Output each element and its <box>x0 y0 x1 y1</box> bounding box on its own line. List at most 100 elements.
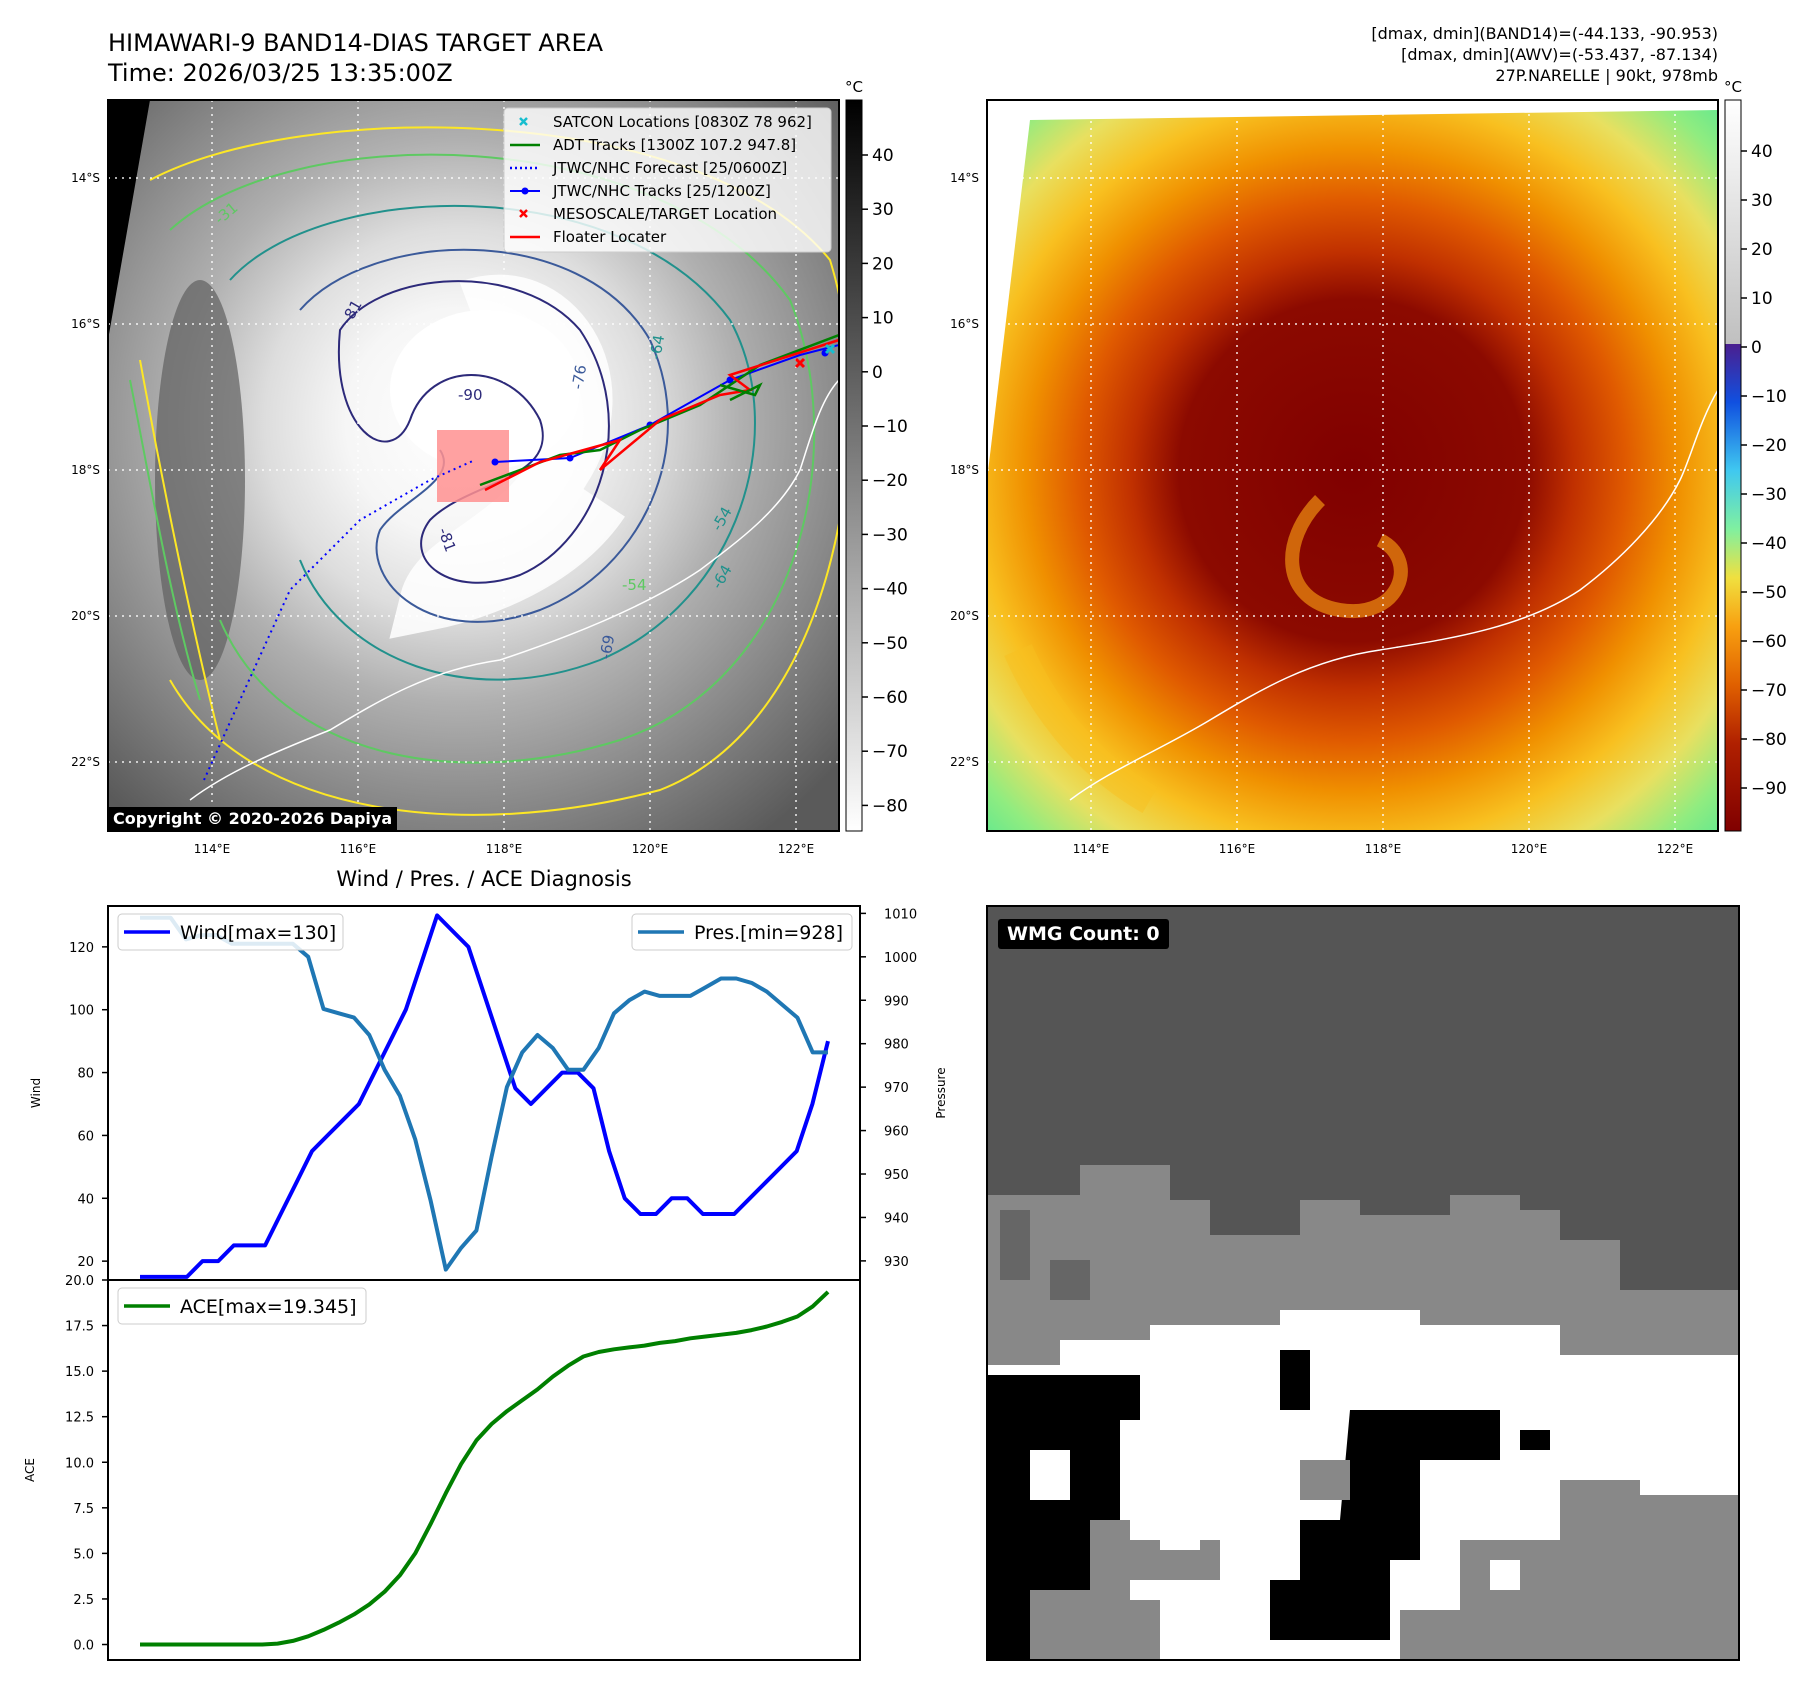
ace-tick-label: 0.0 <box>73 1639 94 1654</box>
map1-axis-labels: 14°S 16°S 18°S 20°S 22°S 114°E 116°E 118… <box>71 171 814 856</box>
colorbar-tick-label: −30 <box>1751 485 1787 505</box>
colorbar-unit: °C <box>1724 78 1742 96</box>
wmg-count-badge: WMG Count: 0 <box>998 919 1169 949</box>
colorbar-unit: °C <box>845 78 863 96</box>
contour-label: -69 <box>596 633 618 660</box>
contour-label: -64 <box>646 333 668 360</box>
colorbar-tick-label: −90 <box>1751 779 1787 799</box>
colorbar-awv: °C 40 30 20 10 0 −10 −20 −30 −40 −50 −60 −70 −80 −90 <box>1724 78 1787 832</box>
colorbar-tick-label: −10 <box>1751 387 1787 407</box>
colorbar-tick-label: 40 <box>872 146 894 166</box>
colorbar-tick-label: −30 <box>872 525 908 545</box>
ace-tick-label: 12.5 <box>65 1411 94 1426</box>
map2-axis-labels: 14°S 16°S 18°S 20°S 22°S 114°E 116°E 118… <box>950 171 1693 856</box>
figure-title: HIMAWARI-9 BAND14-DIAS TARGET AREA <box>108 29 604 57</box>
lat-label: 18°S <box>71 463 100 477</box>
wind-legend-label: Wind[max=130] <box>180 922 336 944</box>
colorbar-tick-label: −70 <box>1751 681 1787 701</box>
copyright-badge: Copyright © 2020-2026 Dapiya <box>108 807 398 830</box>
colorbar-tick-label: 30 <box>1751 191 1773 211</box>
colorbar-gray: °C 40 30 20 10 0 −10 −20 −30 −40 −50 −60 −70 −80 <box>845 78 908 832</box>
ace-axis-label: ACE <box>23 1458 37 1482</box>
wmg-panel <box>986 905 1740 1661</box>
ace-tick-label: 5.0 <box>73 1547 94 1562</box>
contour-label: -90 <box>458 386 483 404</box>
lat-label: 20°S <box>950 609 979 623</box>
ace-chart: 0.0 2.5 5.0 7.5 10.0 12.5 15.0 17.5 20.0 ACE ACE… <box>23 1274 861 1661</box>
colorbar-tick-label: −10 <box>872 417 908 437</box>
ace-tick-label: 10.0 <box>65 1456 94 1471</box>
pressure-tick-label: 950 <box>884 1168 909 1183</box>
legend-target-icon <box>519 209 528 218</box>
lon-label: 116°E <box>340 842 377 856</box>
colorbar-tick-label: 20 <box>1751 240 1773 260</box>
ace-tick-label: 7.5 <box>73 1502 94 1517</box>
wind-tick-label: 120 <box>69 941 94 956</box>
pressure-legend-label: Pres.[min=928] <box>694 922 843 944</box>
pressure-tick-label: 990 <box>884 994 909 1009</box>
ace-tick-label: 2.5 <box>73 1593 94 1608</box>
wind-tick-label: 80 <box>77 1067 94 1082</box>
map-legend: SATCON Locations [0830Z 78 962] ADT Trac… <box>503 107 832 253</box>
awv-map <box>987 100 1718 831</box>
lon-label: 118°E <box>486 842 523 856</box>
contour-label: -76 <box>568 363 590 390</box>
colorbar-tick-label: −50 <box>872 634 908 654</box>
colorbar-tick-label: −80 <box>872 796 908 816</box>
lon-label: 122°E <box>778 842 815 856</box>
colorbar-tick-label: −80 <box>1751 730 1787 750</box>
colorbar-tick-label: −20 <box>1751 436 1787 456</box>
stats-awv: [dmax, dmin](AWV)=(-53.437, -87.134) <box>1401 45 1718 64</box>
legend-label: Floater Locater <box>553 228 667 246</box>
lat-label: 18°S <box>950 463 979 477</box>
colorbar-tick-label: −50 <box>1751 583 1787 603</box>
legend-label: MESOSCALE/TARGET Location <box>553 205 777 223</box>
lat-label: 22°S <box>950 755 979 769</box>
pressure-tick-label: 960 <box>884 1125 909 1140</box>
wind-tick-label: 60 <box>77 1129 94 1144</box>
colorbar-tick-label: 10 <box>1751 289 1773 309</box>
wind-series-line <box>140 913 830 1279</box>
floater-track <box>484 338 839 492</box>
lat-label: 14°S <box>71 171 100 185</box>
colorbar-tick-label: 10 <box>872 309 894 329</box>
colorbar-tick-label: −70 <box>872 742 908 762</box>
wind-axis-label: Wind <box>29 1078 43 1108</box>
ace-tick-label: 20.0 <box>65 1274 94 1289</box>
jtwc-track <box>494 344 839 463</box>
diagnosis-title: Wind / Pres. / ACE Diagnosis <box>336 867 631 891</box>
ace-tick-label: 15.0 <box>65 1365 94 1380</box>
storm-info: 27P.NARELLE | 90kt, 978mb <box>1495 66 1718 85</box>
legend-label: ADT Tracks [1300Z 107.2 947.8] <box>553 136 796 154</box>
lon-label: 122°E <box>1657 842 1694 856</box>
lat-label: 16°S <box>71 317 100 331</box>
pressure-legend: Pres.[min=928] <box>631 913 853 951</box>
pressure-tick-label: 1010 <box>884 907 917 922</box>
wind-pressure-chart: 20 40 60 80 100 120 930 940 950 960 970 980 990 1000… <box>29 905 948 1281</box>
colorbar-tick-label: −60 <box>1751 632 1787 652</box>
colorbar-tick-label: −40 <box>872 580 908 600</box>
lat-label: 16°S <box>950 317 979 331</box>
pressure-axis-label: Pressure <box>934 1067 948 1118</box>
pressure-tick-label: 970 <box>884 1081 909 1096</box>
colorbar-tick-label: −60 <box>872 688 908 708</box>
colorbar-tick-label: −20 <box>872 471 908 491</box>
pressure-tick-label: 1000 <box>884 951 917 966</box>
wind-tick-label: 100 <box>69 1004 94 1019</box>
wind-tick-label: 20 <box>77 1255 94 1270</box>
lon-label: 114°E <box>1073 842 1110 856</box>
lat-label: 14°S <box>950 171 979 185</box>
legend-label: JTWC/NHC Forecast [25/0600Z] <box>552 159 787 177</box>
ace-series-line <box>140 1290 830 1647</box>
legend-label: JTWC/NHC Tracks [25/1200Z] <box>552 182 771 200</box>
colorbar-tick-label: 0 <box>872 363 883 383</box>
lat-label: 22°S <box>71 755 100 769</box>
pressure-tick-label: 930 <box>884 1255 909 1270</box>
colorbar-tick-label: −40 <box>1751 534 1787 554</box>
lon-label: 114°E <box>194 842 231 856</box>
contour-label: -54 <box>622 576 647 594</box>
colorbar-tick-label: 0 <box>1751 338 1762 358</box>
pressure-tick-label: 980 <box>884 1038 909 1053</box>
forecast-track <box>203 459 476 781</box>
